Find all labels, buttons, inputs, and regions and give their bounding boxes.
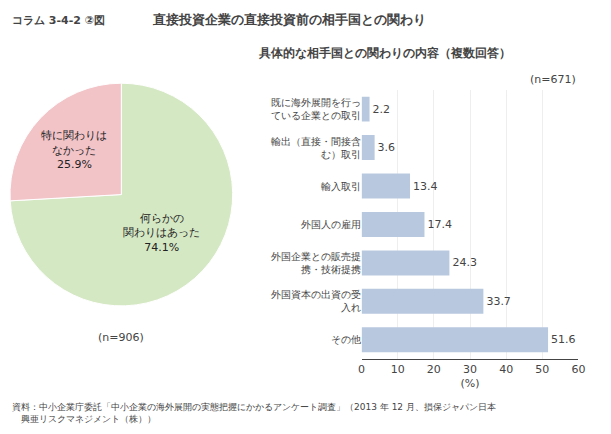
svg-text:60: 60 (571, 363, 585, 376)
svg-text:コラム 3-4-2 ②図: コラム 3-4-2 ②図 (12, 14, 105, 27)
svg-text:外国人の雇用: 外国人の雇用 (301, 219, 361, 230)
svg-text:0: 0 (358, 363, 365, 376)
svg-text:40: 40 (499, 363, 513, 376)
svg-text:33.7: 33.7 (486, 295, 511, 308)
svg-text:輸入取引: 輸入取引 (321, 181, 361, 192)
svg-text:2.2: 2.2 (373, 103, 391, 116)
svg-text:何らかの関わりはあった74.1%: 何らかの関わりはあった74.1% (123, 212, 200, 254)
svg-text:51.6: 51.6 (551, 333, 576, 346)
svg-text:既に海外展開を行っている企業との取引: 既に海外展開を行っている企業との取引 (271, 97, 361, 121)
svg-text:3.6: 3.6 (378, 141, 396, 154)
svg-text:輸出（直接・間接含む）取引: 輸出（直接・間接含む）取引 (271, 136, 361, 160)
svg-text:直接投資企業の直接投資前の相手国との関わり: 直接投資企業の直接投資前の相手国との関わり (152, 12, 426, 27)
svg-text:具体的な相手国との関わりの内容（複数回答）: 具体的な相手国との関わりの内容（複数回答） (258, 46, 511, 60)
svg-text:30: 30 (463, 363, 477, 376)
svg-text:(%): (%) (460, 377, 479, 390)
svg-text:13.4: 13.4 (413, 180, 438, 193)
svg-text:外国企業との販売提携・技術提携: 外国企業との販売提携・技術提携 (271, 251, 361, 275)
svg-text:50: 50 (535, 363, 549, 376)
svg-text:資料：中小企業庁委託「中小企業の海外展開の実態把握にかかるア: 資料：中小企業庁委託「中小企業の海外展開の実態把握にかかるアンケート調査」（20… (12, 402, 496, 424)
svg-text:17.4: 17.4 (427, 218, 452, 231)
svg-text:24.3: 24.3 (452, 256, 477, 269)
svg-text:(n=906): (n=906) (98, 331, 144, 344)
svg-text:特に関わりはなかった25.9%: 特に関わりはなかった25.9% (41, 129, 107, 171)
svg-text:20: 20 (427, 363, 441, 376)
svg-text:外国資本の出資の受入れ: 外国資本の出資の受入れ (271, 289, 361, 313)
svg-text:(n=671): (n=671) (530, 73, 576, 86)
svg-text:その他: その他 (331, 334, 361, 345)
svg-text:10: 10 (391, 363, 405, 376)
